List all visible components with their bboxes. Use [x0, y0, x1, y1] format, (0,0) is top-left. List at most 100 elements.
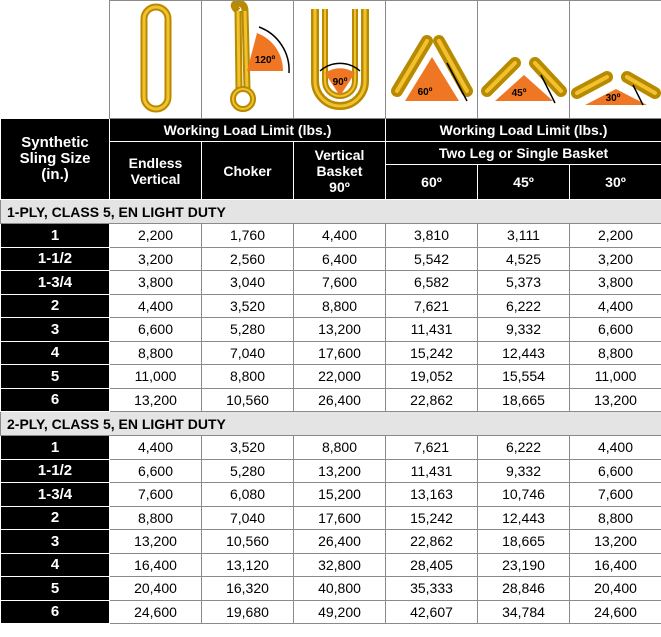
header-line: Choker [223, 163, 271, 179]
sling-size: 4 [1, 553, 110, 577]
load-value: 8,800 [110, 341, 202, 365]
angle-label: 30º [605, 93, 620, 104]
sling-size: 4 [1, 341, 110, 365]
load-value: 3,200 [110, 247, 202, 271]
section-title: 2-PLY, CLASS 5, EN LIGHT DUTY [1, 412, 661, 436]
load-value: 2,560 [202, 247, 294, 271]
load-value: 3,520 [202, 294, 294, 318]
load-value: 3,800 [110, 271, 202, 295]
load-value: 18,665 [478, 388, 570, 412]
load-value: 15,242 [386, 341, 478, 365]
load-value: 3,111 [478, 224, 570, 248]
section-row: 2-PLY, CLASS 5, EN LIGHT DUTY [1, 412, 661, 436]
icon-cell [110, 1, 202, 119]
sling-size: 3 [1, 530, 110, 554]
load-value: 8,800 [202, 365, 294, 389]
angle-label: 60º [417, 87, 432, 98]
load-value: 26,400 [294, 388, 386, 412]
angle-label: 90º [332, 77, 347, 88]
icon-cell: 30º [570, 1, 661, 119]
load-value: 10,746 [478, 483, 570, 507]
load-value: 40,800 [294, 577, 386, 601]
load-value: 6,080 [202, 483, 294, 507]
sling-size: 5 [1, 365, 110, 389]
load-value: 22,862 [386, 388, 478, 412]
angle-label: 45º [511, 88, 526, 99]
load-value: 13,200 [294, 459, 386, 483]
load-value: 10,560 [202, 530, 294, 554]
load-value: 19,052 [386, 365, 478, 389]
load-value: 13,200 [110, 388, 202, 412]
sling-size: 6 [1, 388, 110, 412]
header-line: Endless [129, 155, 183, 171]
column-header: 45º [478, 165, 570, 200]
basket-60-icon: 60º [387, 1, 477, 115]
header-line: 90º [329, 179, 350, 195]
load-value: 42,607 [386, 600, 478, 624]
basket-30-icon: 30º [571, 1, 661, 115]
load-value: 13,200 [110, 530, 202, 554]
load-value: 22,000 [294, 365, 386, 389]
load-value: 13,120 [202, 553, 294, 577]
sling-size: 6 [1, 600, 110, 624]
load-value: 1,760 [202, 224, 294, 248]
load-value: 34,784 [478, 600, 570, 624]
load-value: 3,810 [386, 224, 478, 248]
load-value: 11,431 [386, 318, 478, 342]
choker-icon: 120º [203, 1, 293, 115]
header-line: Vertical [131, 171, 181, 187]
section-row: 1-PLY, CLASS 5, EN LIGHT DUTY [1, 200, 661, 224]
subgroup-header: Two Leg or Single Basket [386, 142, 661, 165]
group-header: Working Load Limit (lbs.) [110, 119, 386, 142]
blank-cell [1, 1, 110, 119]
load-value: 35,333 [386, 577, 478, 601]
load-value: 6,222 [478, 294, 570, 318]
load-value: 16,400 [570, 553, 661, 577]
load-value: 22,862 [386, 530, 478, 554]
header-line: 60º [421, 174, 442, 190]
load-value: 26,400 [294, 530, 386, 554]
load-value: 8,800 [294, 294, 386, 318]
load-value: 49,200 [294, 600, 386, 624]
load-value: 9,332 [478, 318, 570, 342]
load-value: 3,520 [202, 436, 294, 460]
load-value: 7,040 [202, 506, 294, 530]
load-value: 32,800 [294, 553, 386, 577]
load-value: 5,373 [478, 271, 570, 295]
load-value: 2,200 [110, 224, 202, 248]
load-value: 15,200 [294, 483, 386, 507]
sling-size: 1 [1, 436, 110, 460]
group-header: Working Load Limit (lbs.) [386, 119, 661, 142]
section-title: 1-PLY, CLASS 5, EN LIGHT DUTY [1, 200, 661, 224]
load-value: 4,400 [110, 294, 202, 318]
load-value: 7,600 [294, 271, 386, 295]
load-value: 6,582 [386, 271, 478, 295]
data-row: 511,0008,80022,00019,05215,55411,000 [1, 365, 661, 389]
load-value: 28,405 [386, 553, 478, 577]
load-value: 17,600 [294, 341, 386, 365]
load-value: 3,800 [570, 271, 661, 295]
load-value: 19,680 [202, 600, 294, 624]
icon-cell: 120º [202, 1, 294, 119]
load-value: 20,400 [570, 577, 661, 601]
data-row: 520,40016,32040,80035,33328,84620,400 [1, 577, 661, 601]
endless-vertical-icon [111, 1, 201, 115]
column-header: Choker [202, 142, 294, 200]
load-value: 7,621 [386, 294, 478, 318]
sling-size: 1-1/2 [1, 459, 110, 483]
page: 120º 90º 60º 45º 30º SyntheticSling Size… [0, 0, 661, 637]
data-row: 14,4003,5208,8007,6216,2224,400 [1, 436, 661, 460]
load-value: 6,600 [570, 459, 661, 483]
column-header: 60º [386, 165, 478, 200]
data-row: 1-3/47,6006,08015,20013,16310,7467,600 [1, 483, 661, 507]
sling-size: 2 [1, 294, 110, 318]
load-value: 24,600 [570, 600, 661, 624]
